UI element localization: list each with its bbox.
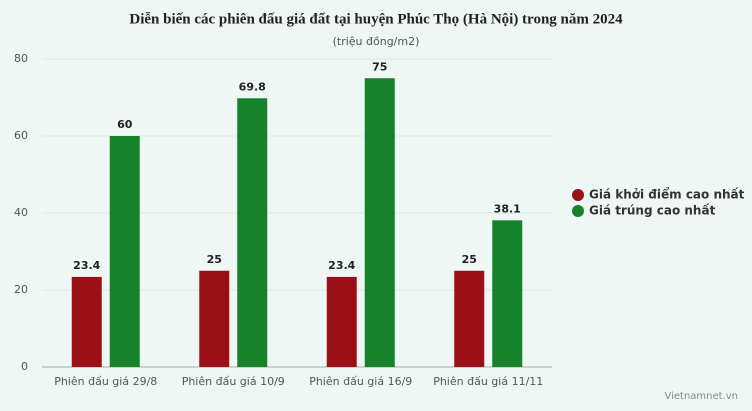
bar (109, 136, 140, 367)
y-tick-label: 60 (14, 129, 28, 142)
chart-title: Diễn biến các phiên đấu giá đất tại huyệ… (129, 11, 623, 27)
bar (199, 270, 230, 367)
value-label: 25 (207, 253, 222, 266)
y-tick-label: 80 (14, 52, 28, 65)
value-label: 25 (462, 253, 477, 266)
x-tick-label: Phiên đấu giá 10/9 (182, 375, 285, 388)
x-tick-label: Phiên đấu giá 11/11 (433, 375, 543, 388)
legend-marker (572, 189, 584, 201)
y-tick-label: 40 (14, 206, 28, 219)
value-label: 23.4 (328, 259, 355, 272)
bar (492, 220, 523, 367)
value-label: 60 (117, 118, 133, 131)
bar (237, 98, 268, 368)
value-label: 23.4 (73, 259, 100, 272)
value-label: 75 (372, 60, 387, 73)
bar (71, 276, 102, 367)
value-label: 38.1 (494, 202, 521, 215)
source: Vietnamnet.vn (664, 391, 738, 402)
bar (454, 270, 485, 367)
y-tick-label: 0 (21, 360, 28, 373)
bar (364, 78, 395, 367)
legend-marker (572, 205, 584, 217)
legend-label: Giá trúng cao nhất (589, 204, 716, 218)
x-tick-label: Phiên đấu giá 29/8 (54, 375, 157, 388)
value-label: 69.8 (239, 80, 266, 93)
legend-label: Giá khởi điểm cao nhất (589, 187, 745, 202)
bar (326, 276, 357, 367)
x-tick-label: Phiên đấu giá 16/9 (309, 375, 412, 388)
y-tick-label: 20 (14, 283, 28, 296)
chart-subtitle: (triệu đồng/m2) (333, 35, 420, 48)
